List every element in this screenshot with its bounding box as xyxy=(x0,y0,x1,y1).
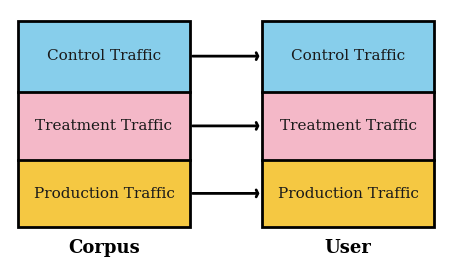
Bar xyxy=(262,21,433,92)
Text: Production Traffic: Production Traffic xyxy=(33,187,174,200)
Bar xyxy=(262,92,433,160)
Text: Treatment Traffic: Treatment Traffic xyxy=(279,119,416,133)
Text: User: User xyxy=(324,239,371,257)
Text: Production Traffic: Production Traffic xyxy=(277,187,418,200)
Bar xyxy=(262,21,433,227)
Bar xyxy=(18,92,189,160)
Text: Corpus: Corpus xyxy=(68,239,139,257)
Bar xyxy=(18,21,189,227)
Bar xyxy=(18,160,189,227)
Text: Treatment Traffic: Treatment Traffic xyxy=(35,119,172,133)
Bar xyxy=(18,21,189,92)
Bar xyxy=(262,160,433,227)
Text: Control Traffic: Control Traffic xyxy=(290,49,404,63)
Text: Control Traffic: Control Traffic xyxy=(47,49,161,63)
